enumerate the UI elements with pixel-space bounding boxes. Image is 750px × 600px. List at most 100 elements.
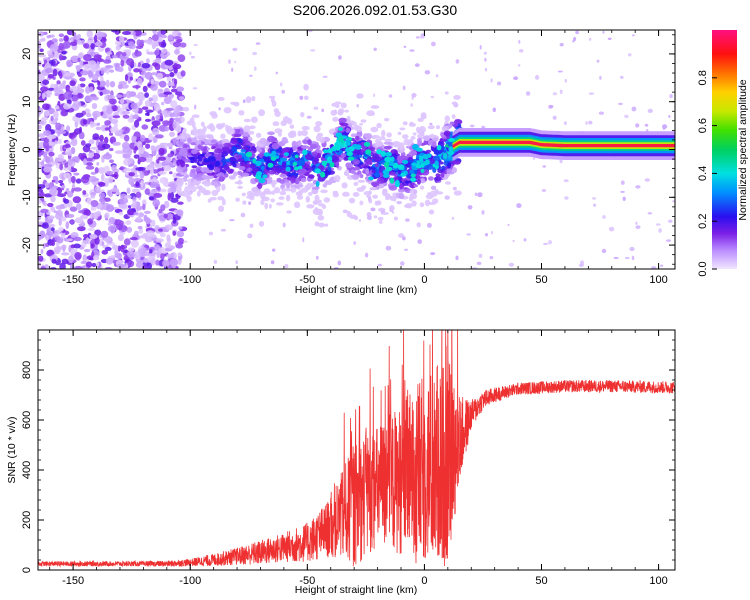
spectrogram-noise-blob <box>38 73 45 82</box>
spectrogram-peak-blob <box>297 165 303 170</box>
spectrogram-signal-blob <box>407 140 413 147</box>
spectrogram-noise-blob <box>213 259 218 264</box>
spectrogram-signal-blob <box>234 133 242 137</box>
spectrogram-noise-blob <box>552 115 557 120</box>
spectrogram-noise-blob <box>41 37 46 42</box>
snr-xtick-label: -150 <box>62 575 84 587</box>
spectrogram-noise-blob <box>132 136 137 141</box>
spectrogram-noise-blob <box>135 216 142 222</box>
spectrogram-signal-blob <box>244 142 253 146</box>
spectrogram-peak-blob <box>285 166 291 172</box>
spectrogram-noise-blob <box>95 126 102 131</box>
spectrogram-noise-blob <box>133 68 140 73</box>
spectrogram-noise-blob <box>651 266 657 269</box>
spectrogram-noise-blob <box>48 53 54 59</box>
spectrogram-noise-blob <box>588 37 592 41</box>
spectrogram-noise-blob <box>103 59 112 64</box>
spectrogram-signal-blob <box>435 173 441 178</box>
spectrogram-signal-blob <box>295 191 302 196</box>
spectrogram-noise-blob <box>548 240 552 245</box>
snr-ytick-label: 600 <box>21 411 33 429</box>
spectrogram-noise-blob <box>635 185 641 189</box>
spectrogram-noise-blob <box>99 76 104 82</box>
spectrogram-signal-blob <box>298 168 307 174</box>
spectrogram-noise-blob <box>79 83 86 88</box>
spectrogram-signal-blob <box>290 172 299 177</box>
spectrogram-noise-blob <box>655 223 661 226</box>
spectrogram-signal-blob <box>185 174 189 178</box>
spectrogram-noise-blob <box>136 140 143 149</box>
spectrogram-signal-blob <box>190 168 196 173</box>
spectrogram-noise-blob <box>136 77 143 86</box>
spectrogram-noise-blob <box>53 210 57 214</box>
spectrogram-scatter <box>38 30 675 269</box>
spectrogram-noise-blob <box>417 239 423 245</box>
spectrogram-noise-blob <box>107 95 115 100</box>
colorbar-tick-label: 0.6 <box>697 118 709 133</box>
spectrogram-noise-blob <box>100 173 105 182</box>
spectrogram-signal-blob <box>301 126 310 131</box>
spectrogram-noise-blob <box>430 185 437 190</box>
spectrogram-peak-blob <box>382 173 390 178</box>
spectrogram-signal-blob <box>344 169 350 174</box>
spectrogram-noise-blob <box>598 111 605 115</box>
spectrogram-noise-blob <box>117 234 124 242</box>
spectrogram-signal-blob <box>308 174 315 179</box>
spectrogram-noise-blob <box>105 79 110 88</box>
spectrogram-signal-blob <box>453 190 462 196</box>
spectrogram-noise-blob <box>580 260 585 266</box>
spectrogram-noise-blob <box>101 249 109 255</box>
spectrogram-signal-blob <box>279 190 287 196</box>
spectrogram-peak-blob <box>376 149 382 155</box>
spectrogram-signal-blob <box>420 112 427 118</box>
spectrogram-noise-blob <box>57 138 62 145</box>
spectrogram-signal-blob <box>259 137 267 145</box>
spectrogram-noise-blob <box>38 31 45 37</box>
spectrogram-noise-blob <box>134 230 139 236</box>
spectrogram-noise-blob <box>177 32 182 37</box>
spectrogram-noise-blob <box>59 163 64 171</box>
spectrogram-peak-blob <box>338 127 343 132</box>
spectrogram-noise-blob <box>167 153 174 158</box>
spectrogram-noise-blob <box>123 168 132 172</box>
spectrogram-noise-blob <box>65 213 75 218</box>
spectrogram-peak-blob <box>411 162 418 167</box>
spectrogram-signal-blob <box>203 181 211 187</box>
spectrogram-noise-blob <box>477 192 483 198</box>
spectrogram-signal-blob <box>249 223 254 228</box>
spectrogram-signal-blob <box>251 167 259 173</box>
spectrogram-noise-blob <box>83 158 87 166</box>
spectrogram-peak-blob <box>422 161 429 166</box>
spectrogram-noise-blob <box>107 189 111 196</box>
spectrogram-noise-blob <box>172 121 177 129</box>
spectrogram-signal-blob <box>379 136 386 141</box>
spectrogram-noise-blob <box>532 157 535 161</box>
spectrogram-noise-blob <box>358 219 362 222</box>
spectrogram-signal-blob <box>446 168 452 174</box>
spectrogram-signal-blob <box>223 164 230 171</box>
spectrogram-signal-blob <box>332 192 339 198</box>
spectrogram-noise-blob <box>281 89 286 94</box>
spectrogram-noise-blob <box>85 143 92 148</box>
spectrogram-noise-blob <box>53 87 62 94</box>
chart-title: S206.2026.092.01.53.G30 <box>293 2 457 18</box>
spectrogram-signal-blob <box>429 133 435 139</box>
spectrogram-peak-blob <box>402 159 409 165</box>
spectrogram-noise-blob <box>279 82 283 87</box>
spectrogram-noise-blob <box>151 120 161 127</box>
spectrogram-noise-blob <box>444 91 449 95</box>
spectrogram-noise-blob <box>130 239 139 248</box>
spectrogram-signal-blob <box>250 145 256 152</box>
spectrogram-noise-blob <box>124 194 132 199</box>
spectrogram-signal-blob <box>203 146 208 151</box>
spectrogram-noise-blob <box>272 248 276 252</box>
spectrogram-noise-blob <box>163 200 170 209</box>
spectrogram-signal-blob <box>366 158 371 164</box>
spectrogram-noise-blob <box>165 107 175 111</box>
spectrogram-noise-blob <box>474 192 478 197</box>
spectrogram-noise-blob <box>124 74 129 82</box>
spectrogram-noise-blob <box>426 222 432 228</box>
spectrogram-noise-blob <box>152 199 160 207</box>
spectrogram-noise-blob <box>70 244 76 249</box>
